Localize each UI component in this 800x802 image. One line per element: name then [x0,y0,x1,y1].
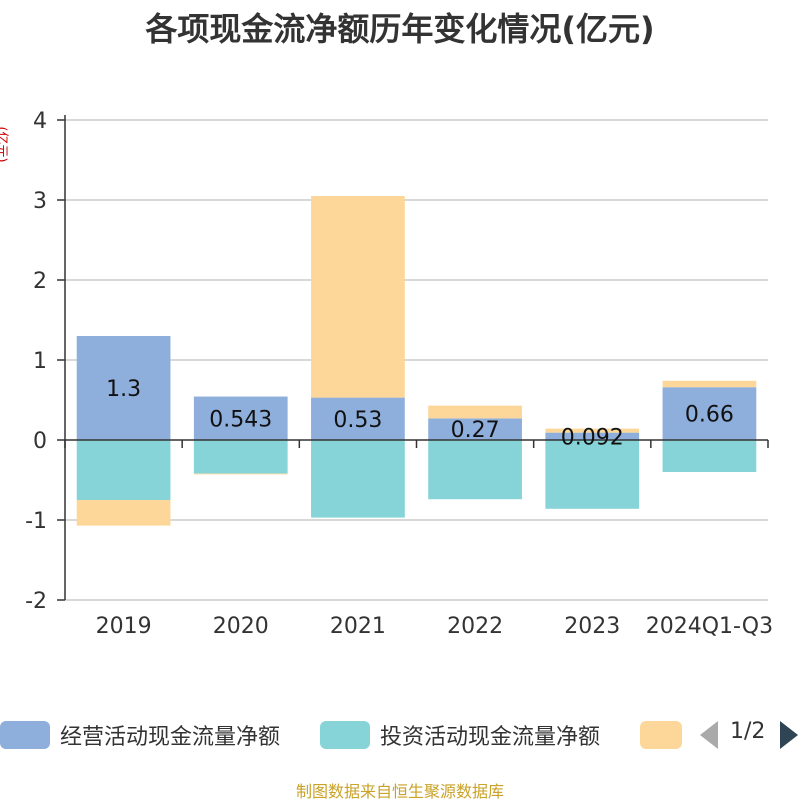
chart-plot: 4 3 2 1 0 -1 -2 2019 2020 2021 2022 2023 2024Q1-Q3 1… [25,109,773,639]
data-label-operating: 0.53 [333,408,382,433]
x-tick-label: 2022 [447,614,503,639]
legend-swatch-operating [0,721,50,749]
legend-next-page-icon[interactable] [780,721,798,749]
data-source-note: 制图数据来自恒生聚源数据库 [295,782,504,801]
legend-label-operating: 经营活动现金流量净额 [60,725,281,750]
y-tick-label: 0 [33,429,47,454]
y-tick-label: 1 [33,349,47,374]
legend-page-indicator: 1/2 [730,719,766,744]
x-tick-label: 2021 [330,614,386,639]
data-label-operating: 0.092 [561,425,624,450]
bar-third-2021 [311,196,405,398]
data-label-operating: 0.543 [209,407,272,432]
legend-prev-page-icon[interactable] [700,721,718,749]
bars [76,196,757,526]
axes: 4 3 2 1 0 -1 -2 2019 2020 2021 2022 2023 2024Q1-Q3 [25,109,773,639]
x-tick-label: 2020 [213,614,269,639]
bar-third-2019 [76,500,171,526]
legend-swatch-third [640,721,682,749]
data-labels: 1.3 0.543 0.53 0.27 0.092 0.66 [106,377,734,450]
bar-investing-2024Q1-Q3 [662,440,757,472]
legend-label-investing: 投资活动现金流量净额 [380,725,601,750]
legend-swatch-investing [320,721,370,749]
bar-operating-2020 [193,396,288,440]
bar-investing-2022 [428,440,522,500]
legend-item-investing[interactable]: 投资活动现金流量净额 [320,717,600,753]
bar-investing-2020 [193,440,288,474]
x-tick-label: 2024Q1-Q3 [646,614,773,639]
y-tick-label: -1 [25,509,47,534]
x-tick-label: 2019 [96,614,152,639]
bar-operating-2023 [545,432,640,440]
data-label-operating: 0.27 [451,418,500,443]
bar-operating-2019 [76,336,171,440]
y-tick-label: 2 [33,269,47,294]
y-tick-label: 4 [33,109,47,134]
chart-title: 各项现金流净额历年变化情况(亿元) [145,10,655,48]
bar-operating-2024Q1-Q3 [662,387,757,440]
legend-item-third[interactable] [640,717,682,753]
y-tick-label: -2 [25,589,47,614]
data-label-operating: 1.3 [106,377,141,402]
y-tick-label: 3 [33,189,47,214]
bar-third-2024Q1-Q3 [662,380,757,388]
legend: 经营活动现金流量净额 投资活动现金流量净额 1/2 [0,717,800,753]
bar-investing-2019 [76,440,171,500]
bar-investing-2021 [311,440,405,518]
gridlines [65,119,768,601]
bar-investing-2023 [545,440,640,509]
legend-item-operating[interactable]: 经营活动现金流量净额 [0,717,280,753]
bar-operating-2021 [311,397,405,440]
data-label-operating: 0.66 [685,403,734,428]
bar-third-2023 [545,428,640,433]
x-tick-label: 2023 [564,614,620,639]
bar-third-2020 [193,473,288,475]
bar-operating-2022 [428,418,522,440]
bar-third-2022 [428,405,522,419]
